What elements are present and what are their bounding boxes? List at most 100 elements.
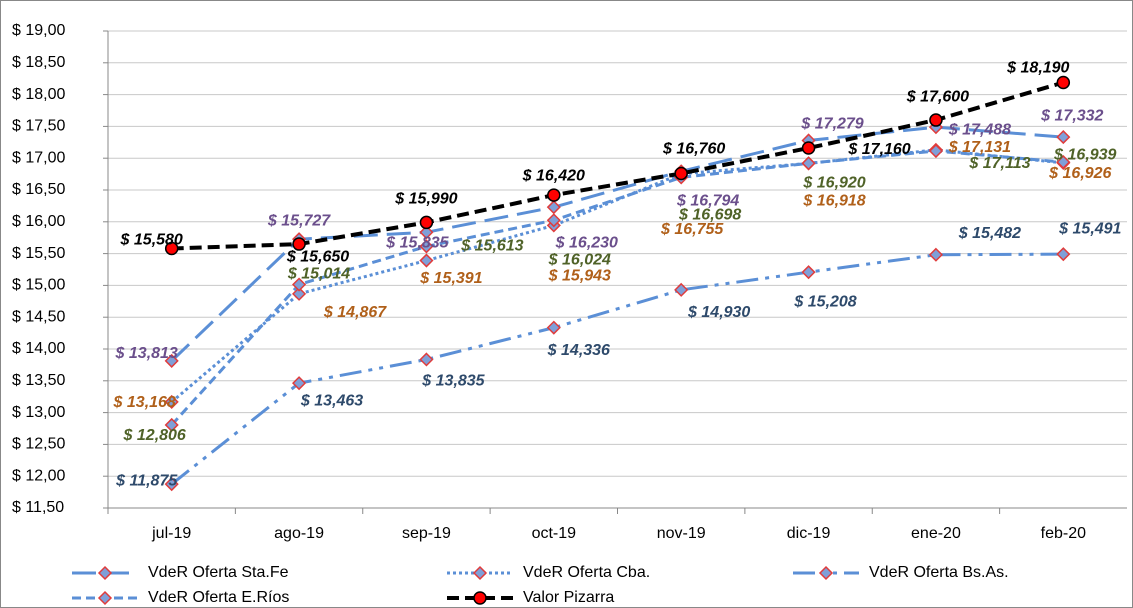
series-line xyxy=(171,80,1064,251)
data-point xyxy=(164,477,179,492)
data-point xyxy=(164,394,179,409)
y-tick-label: $ 15,50 xyxy=(12,245,65,262)
data-label: $ 15,727 xyxy=(267,212,331,229)
data-point xyxy=(929,113,943,127)
x-tick-label: oct-19 xyxy=(532,525,577,542)
data-point xyxy=(164,241,179,256)
x-tick-label: jul-19 xyxy=(151,525,191,542)
data-point xyxy=(164,417,179,432)
data-point xyxy=(674,282,689,297)
data-label: $ 15,391 xyxy=(419,270,482,287)
data-label: $ 13,463 xyxy=(300,392,363,409)
data-label: $ 16,918 xyxy=(802,193,865,210)
data-label: $ 14,930 xyxy=(687,304,750,321)
data-label: $ 11,875 xyxy=(115,472,178,489)
data-point xyxy=(928,143,943,159)
x-tick-label: ago-19 xyxy=(274,525,324,542)
data-label: $ 17,332 xyxy=(1040,107,1103,124)
data-label: $ 15,943 xyxy=(548,268,611,285)
y-tick-label: $ 11,50 xyxy=(12,499,64,516)
x-tick-label: dic-19 xyxy=(787,525,831,542)
data-point xyxy=(419,215,434,230)
data-label: $ 16,794 xyxy=(676,193,739,210)
data-label: $ 17,113 xyxy=(968,155,1030,172)
data-point xyxy=(1056,155,1071,170)
data-point xyxy=(419,253,434,268)
data-point xyxy=(546,200,561,215)
data-label: $ 16,755 xyxy=(660,221,724,238)
data-point xyxy=(801,265,816,280)
data-label: $ 13,813 xyxy=(115,345,178,362)
data-point xyxy=(1056,130,1071,145)
y-tick-label: $ 13,00 xyxy=(12,404,65,421)
y-tick-label: $ 12,00 xyxy=(12,467,65,484)
x-tick-label: ene-20 xyxy=(911,525,961,542)
data-point xyxy=(546,320,561,335)
legend-label: VdeR Oferta Bs.As. xyxy=(869,564,1009,581)
legend-marker xyxy=(97,565,113,581)
x-tick-label: feb-20 xyxy=(1041,525,1086,542)
data-point xyxy=(801,156,816,171)
data-label: $ 15,613 xyxy=(460,238,523,255)
data-label: $ 15,482 xyxy=(958,225,1021,242)
series-line xyxy=(170,125,1064,362)
legend-marker xyxy=(473,591,487,605)
legend-label: VdeR Oferta Sta.Fe xyxy=(148,564,289,581)
data-point xyxy=(1056,247,1071,262)
series-line xyxy=(170,252,1064,486)
data-point xyxy=(928,247,943,262)
y-tick-label: $ 14,50 xyxy=(12,308,65,325)
y-tick-label: $ 18,00 xyxy=(12,86,65,103)
data-label: $ 17,488 xyxy=(948,121,1011,138)
data-point xyxy=(292,237,306,251)
data-point xyxy=(419,225,434,240)
legend-label: Valor Pizarra xyxy=(523,589,614,606)
data-label: $ 16,760 xyxy=(662,141,725,158)
data-label: $ 16,230 xyxy=(555,234,618,251)
data-label: $ 14,336 xyxy=(547,342,610,359)
data-label: $ 15,650 xyxy=(286,248,349,265)
data-label: $ 15,014 xyxy=(287,266,350,283)
y-tick-label: $ 12,50 xyxy=(12,436,65,453)
legend-marker xyxy=(97,590,113,606)
data-label: $ 16,939 xyxy=(1053,146,1116,163)
y-tick-label: $ 18,50 xyxy=(12,54,65,71)
x-tick-label: nov-19 xyxy=(657,525,706,542)
x-tick-label: sep-19 xyxy=(402,525,451,542)
data-label: $ 12,806 xyxy=(123,427,186,444)
data-point xyxy=(674,166,688,181)
series-line xyxy=(170,149,1064,426)
data-label: $ 14,867 xyxy=(323,304,387,321)
y-tick-label: $ 16,50 xyxy=(12,181,65,198)
data-point xyxy=(1056,75,1071,90)
data-label: $ 16,024 xyxy=(548,251,611,268)
data-point xyxy=(292,376,307,391)
data-point xyxy=(801,141,816,155)
data-point xyxy=(547,188,561,202)
data-label: $ 13,168 xyxy=(113,394,176,411)
data-label: $ 15,208 xyxy=(793,293,856,310)
data-label: $ 17,600 xyxy=(906,88,969,105)
y-tick-label: $ 19,00 xyxy=(12,22,65,39)
data-label: $ 16,926 xyxy=(1048,165,1111,182)
data-label: $ 15,835 xyxy=(385,235,449,252)
data-label: $ 13,835 xyxy=(421,373,485,390)
data-label: $ 17,160 xyxy=(847,141,910,158)
data-point xyxy=(419,352,434,367)
data-label: $ 16,920 xyxy=(802,175,865,192)
data-label: $ 15,491 xyxy=(1058,220,1121,237)
y-tick-label: $ 15,00 xyxy=(12,277,65,294)
data-label: $ 18,190 xyxy=(1006,60,1069,77)
legend-marker xyxy=(818,565,834,581)
data-point xyxy=(292,286,307,301)
y-tick-label: $ 17,50 xyxy=(12,118,65,135)
y-tick-label: $ 14,00 xyxy=(12,340,65,357)
data-label: $ 15,990 xyxy=(394,191,457,208)
y-tick-label: $ 13,50 xyxy=(12,372,65,389)
data-point xyxy=(164,353,179,368)
y-tick-label: $ 17,00 xyxy=(12,149,65,166)
data-label: $ 16,420 xyxy=(522,167,585,184)
data-point xyxy=(292,277,307,292)
